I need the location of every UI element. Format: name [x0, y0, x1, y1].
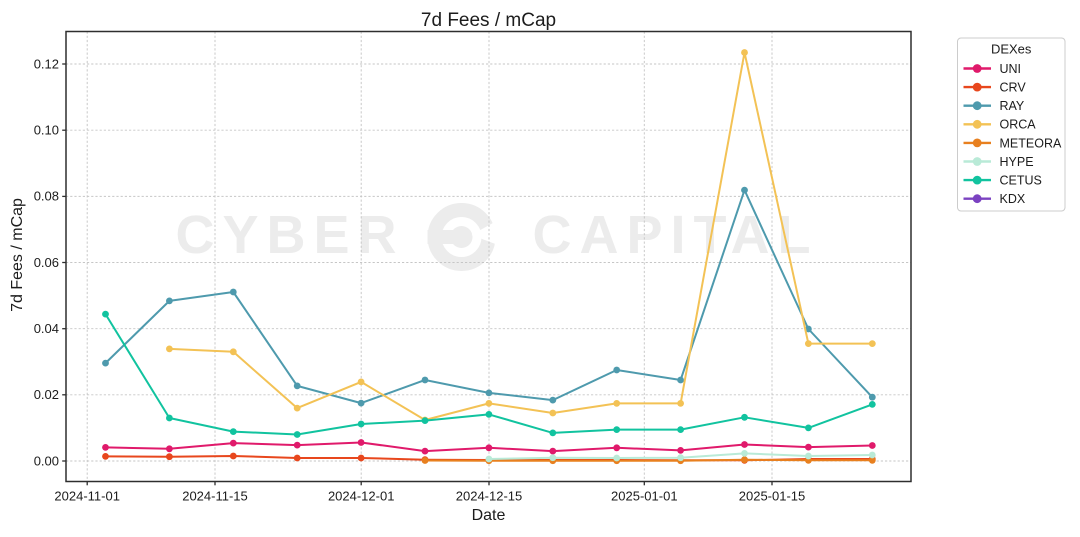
svg-text:2024-12-01: 2024-12-01 [328, 489, 395, 504]
svg-text:7d Fees / mCap: 7d Fees / mCap [421, 10, 556, 31]
svg-text:0.06: 0.06 [34, 255, 59, 270]
svg-text:Date: Date [472, 507, 506, 524]
svg-text:2024-11-15: 2024-11-15 [182, 489, 248, 504]
svg-text:KDX: KDX [1000, 192, 1026, 206]
svg-text:UNI: UNI [1000, 62, 1022, 76]
svg-text:0.10: 0.10 [34, 123, 59, 138]
svg-text:CETUS: CETUS [1000, 174, 1042, 188]
svg-text:METEORA: METEORA [1000, 136, 1062, 150]
svg-text:0.04: 0.04 [34, 321, 59, 336]
svg-text:7d Fees / mCap: 7d Fees / mCap [9, 198, 26, 312]
svg-text:0.12: 0.12 [34, 56, 59, 71]
svg-text:2025-01-15: 2025-01-15 [739, 489, 806, 504]
svg-text:0.08: 0.08 [34, 189, 59, 204]
svg-text:DEXes: DEXes [991, 42, 1032, 57]
svg-text:RAY: RAY [1000, 99, 1025, 113]
svg-text:ORCA: ORCA [1000, 118, 1037, 132]
svg-text:CRV: CRV [1000, 81, 1027, 95]
svg-text:0.02: 0.02 [34, 387, 59, 402]
svg-text:0.00: 0.00 [34, 453, 59, 468]
svg-text:2025-01-01: 2025-01-01 [611, 489, 678, 504]
svg-text:HYPE: HYPE [1000, 155, 1034, 169]
svg-text:2024-12-15: 2024-12-15 [456, 489, 523, 504]
svg-text:2024-11-01: 2024-11-01 [54, 489, 120, 504]
svg-text:CYBER: CYBER [175, 205, 404, 265]
